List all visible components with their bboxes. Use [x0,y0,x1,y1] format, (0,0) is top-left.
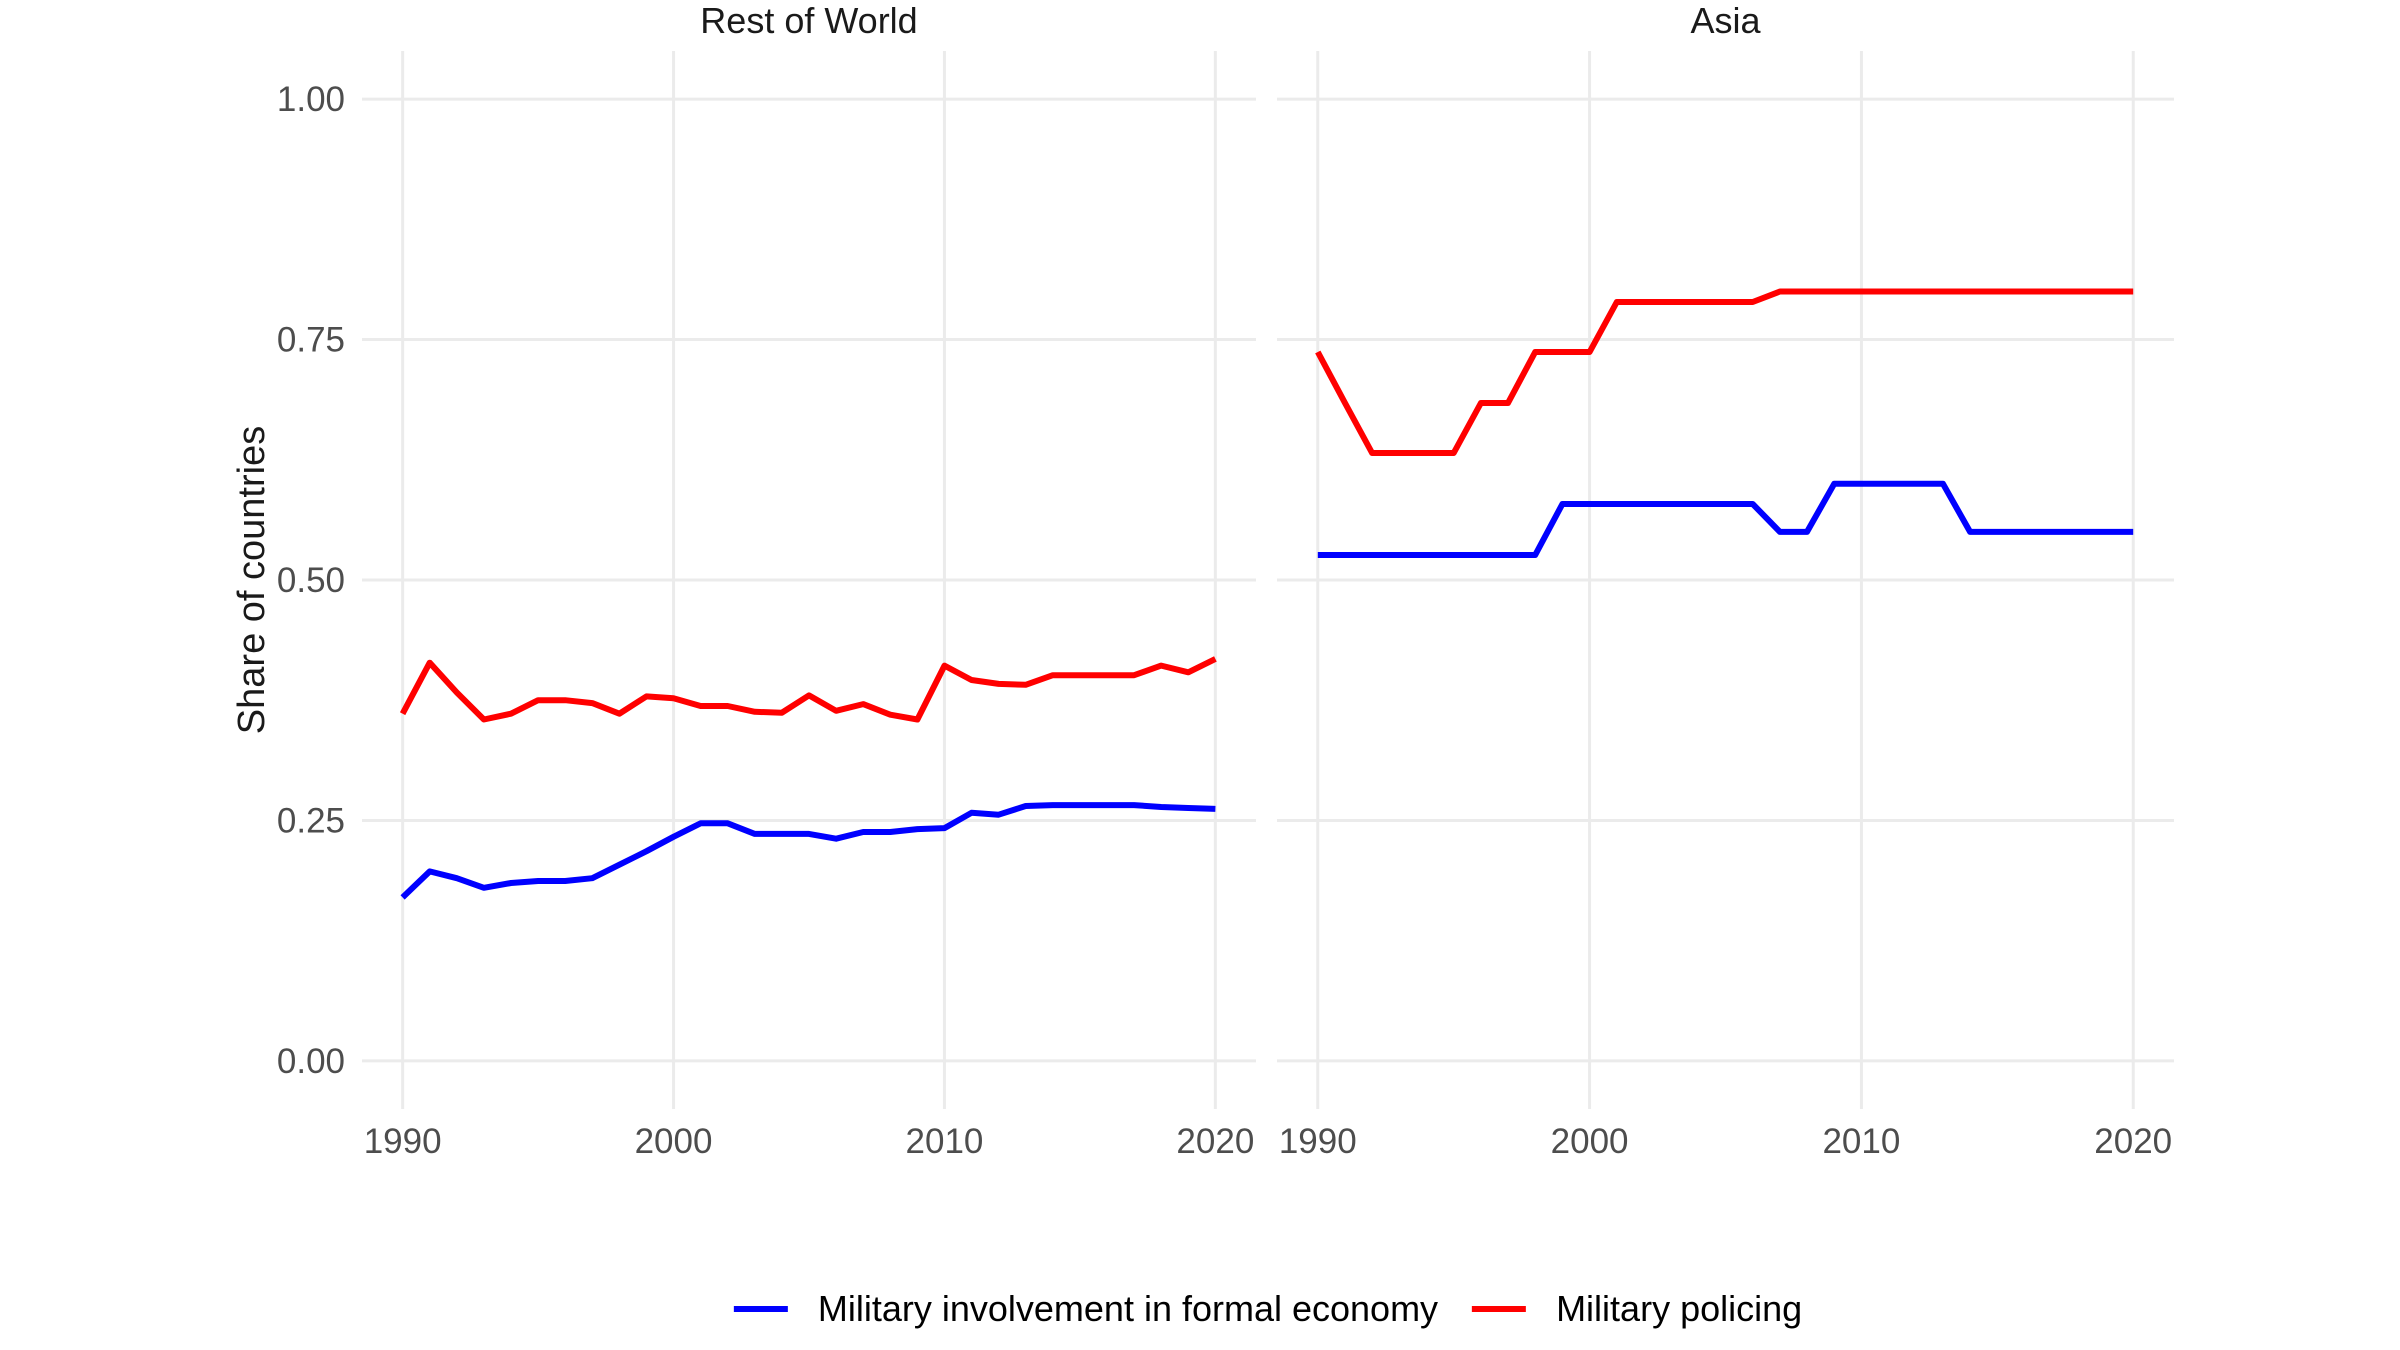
facet-title-rest-of-world: Rest of World [700,0,917,41]
red-line-legend-key-icon [1472,1306,1527,1312]
y-axis-title: Share of countries [231,426,273,734]
line-rest-of-world-military-involvement-in-formal-economy [400,802,1216,900]
x-tick-label: 1990 [1279,1122,1357,1161]
y-tick-label: 0.25 [277,801,345,840]
line-asia-military-involvement-in-formal-economy [1317,480,2134,558]
x-tick-label: 2020 [2094,1122,2172,1161]
x-tick-label: 2010 [906,1122,984,1161]
y-tick-label: 0.00 [277,1042,345,1081]
blue-line-legend-key-icon [733,1306,788,1312]
legend-item-formal-economy: Military involvement in formal economy [733,1288,1439,1330]
y-tick-label: 0.75 [277,321,345,360]
facet-title-asia: Asia [1690,0,1761,41]
line-rest-of-world-military-policing [399,656,1217,723]
x-tick-label: 2000 [1551,1122,1629,1161]
legend-label-formal-economy: Military involvement in formal economy [817,1288,1439,1329]
x-tick-label: 2020 [1176,1122,1254,1161]
y-tick-label: 1.00 [277,80,345,119]
legend-label-military-policing: Military policing [1556,1288,1803,1329]
x-tick-label: 2010 [1822,1122,1900,1161]
x-tick-label: 2000 [635,1122,713,1161]
y-tick-label: 0.50 [277,561,345,600]
x-tick-label: 1990 [364,1122,442,1161]
legend-item-military-policing: Military policing [1472,1288,1802,1330]
legend: Military involvement in formal economy M… [733,1288,1802,1330]
line-asia-military-policing [1315,288,2134,456]
